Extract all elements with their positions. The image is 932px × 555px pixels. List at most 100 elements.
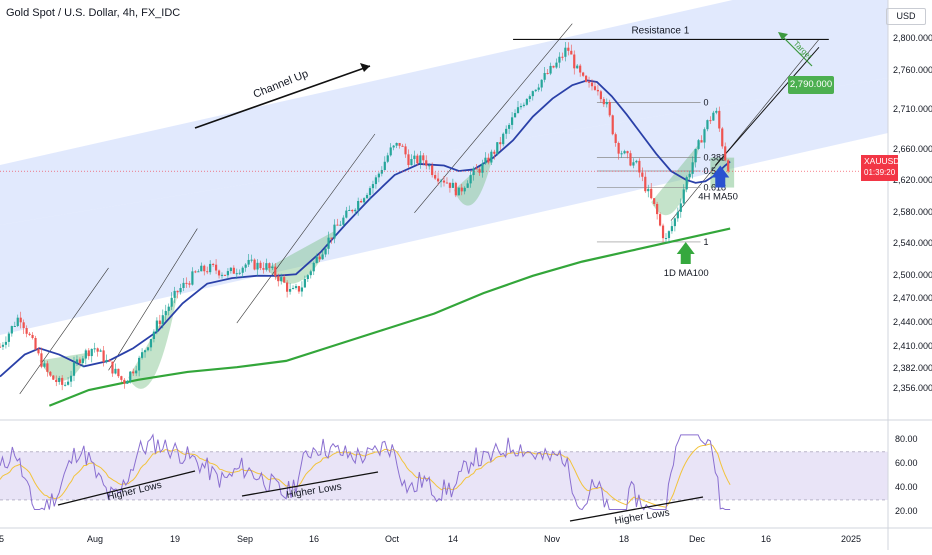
candle-body <box>383 161 386 170</box>
candle-body <box>197 271 200 273</box>
ma100-line <box>48 227 731 407</box>
candle-body <box>685 177 688 190</box>
candle-body <box>505 128 508 134</box>
cup-pattern-2 <box>266 230 336 284</box>
candle-body <box>19 317 22 323</box>
candle-body <box>605 101 608 105</box>
candle-body <box>135 370 138 374</box>
time-tick-label: Nov <box>544 534 561 544</box>
candle-body <box>90 348 93 357</box>
candle-body <box>226 271 230 276</box>
candle-body <box>727 160 730 172</box>
candle-body <box>611 115 614 135</box>
candle-body <box>620 153 623 155</box>
candle-body <box>679 203 682 212</box>
rsi-ma-line <box>0 443 731 508</box>
candle-body <box>374 177 378 185</box>
candle-body <box>617 142 620 154</box>
candle-body <box>712 112 715 121</box>
candle-body <box>543 72 546 80</box>
candle-body <box>436 178 440 182</box>
candle-body <box>688 173 691 178</box>
candle-body <box>661 225 665 239</box>
candle-body <box>561 56 564 58</box>
target-arrow-line <box>781 35 813 67</box>
candle-body <box>664 238 668 240</box>
candle-body <box>519 105 523 108</box>
candle-body <box>644 176 647 192</box>
candle-body <box>354 209 357 212</box>
candle-body <box>463 187 466 192</box>
channel-lower-band <box>0 78 888 335</box>
candle-body <box>428 165 431 167</box>
candle-body <box>584 75 588 82</box>
candle-body <box>475 168 478 170</box>
candle-body <box>297 286 301 292</box>
candle-body <box>490 151 493 163</box>
candle-body <box>614 134 617 143</box>
time-tick-label: Oct <box>385 534 400 544</box>
candle-body <box>84 350 87 359</box>
candle-body <box>516 107 520 114</box>
candle-body <box>232 267 235 274</box>
ma50-line <box>0 79 731 378</box>
candle-body <box>283 277 286 283</box>
candle-body <box>670 226 674 232</box>
channel-up-label: Channel Up <box>252 68 310 101</box>
candle-body <box>238 272 241 274</box>
price-tick-label: 2,760.000 <box>893 64 932 75</box>
candle-body <box>22 322 25 329</box>
candle-body <box>223 274 227 276</box>
currency-button[interactable]: USD <box>886 8 926 25</box>
fib-label-4: 1 <box>704 237 709 247</box>
rsi-tick-label: 80.00 <box>895 433 918 444</box>
candle-body <box>188 283 191 285</box>
fib-label-1: 0.382 <box>704 153 727 163</box>
candle-body <box>324 248 327 255</box>
fib-label-0: 0 <box>704 97 709 107</box>
candle-body <box>673 218 676 227</box>
price-tick-label: 2,410.000 <box>893 340 932 351</box>
candle-body <box>34 337 37 350</box>
rsi-line <box>0 433 731 511</box>
channel-leg-4 <box>670 39 820 221</box>
candle-body <box>286 282 289 292</box>
candle-body <box>294 286 298 289</box>
candle-body <box>123 379 126 384</box>
candle-body <box>25 328 28 334</box>
candle-body <box>333 224 336 239</box>
candle-body <box>691 162 694 174</box>
candle-body <box>75 359 79 363</box>
candle-body <box>277 276 280 282</box>
cup-pattern-4 <box>651 141 701 216</box>
time-tick-label: 18 <box>619 534 630 544</box>
candle-body <box>4 341 8 345</box>
candle-body <box>398 142 401 146</box>
candle-body <box>209 263 212 273</box>
candle-body <box>138 357 141 371</box>
candle-body <box>64 384 67 386</box>
candle-body <box>0 346 2 348</box>
candle-body <box>291 288 295 290</box>
candle-body <box>55 379 58 383</box>
price-tick-label: 2,710.000 <box>893 104 932 115</box>
price-tick-label: 2,382.000 <box>893 362 932 373</box>
candle-body <box>434 175 437 179</box>
candle-body <box>229 267 232 272</box>
candle-body <box>336 224 339 226</box>
candle-body <box>191 271 194 285</box>
candle-body <box>342 217 345 225</box>
candle-body <box>102 350 105 363</box>
time-tick-label: Aug <box>87 534 104 544</box>
time-tick-label: 2025 <box>841 534 862 544</box>
candle-body <box>416 155 419 164</box>
candle-body <box>377 173 380 178</box>
candle-body <box>422 155 425 161</box>
candle-body <box>365 194 369 199</box>
candle-body <box>120 376 123 380</box>
candle-body <box>496 142 499 154</box>
price-tick-label: 2,356.000 <box>893 383 932 394</box>
higher-lows-line-0 <box>57 470 196 506</box>
